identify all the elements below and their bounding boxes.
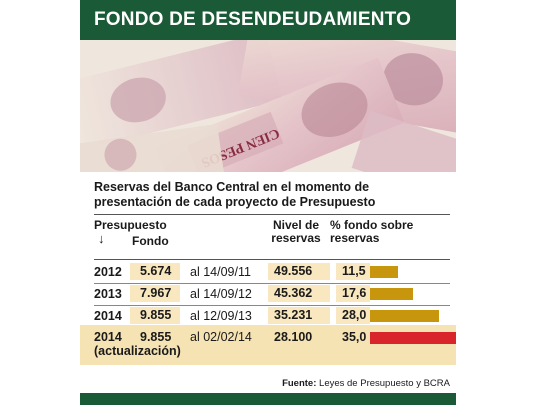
pct-bar-update bbox=[370, 332, 456, 344]
page-title: FONDO DE DESENDEUDAMIENTO bbox=[94, 9, 412, 30]
source-label: Fuente: bbox=[282, 378, 317, 389]
title-bar: FONDO DE DESENDEUDAMIENTO bbox=[80, 0, 456, 40]
bottom-bar bbox=[80, 393, 456, 405]
pct-bar bbox=[370, 266, 399, 278]
update-fondo: 9.855 bbox=[140, 330, 172, 344]
row-pct: 17,6 bbox=[336, 285, 370, 302]
row-divider bbox=[94, 305, 450, 306]
pct-bar bbox=[370, 288, 414, 300]
row-fondo: 9.855 bbox=[130, 307, 180, 324]
row-pct: 11,5 bbox=[336, 263, 370, 280]
header-presupuesto: Presupuesto bbox=[94, 218, 167, 232]
row-pct: 28,0 bbox=[336, 307, 370, 324]
banknotes-illustration: CIEN PESOS bbox=[80, 40, 456, 172]
source-note: Fuente: Leyes de Presupuesto y BCRA bbox=[80, 378, 450, 389]
row-date: al 14/09/11 bbox=[190, 265, 251, 279]
header-pct-fondo: % fondo sobre reservas bbox=[330, 218, 414, 245]
row-fondo: 5.674 bbox=[130, 263, 180, 280]
row-nivel: 35.231 bbox=[268, 307, 330, 324]
row-date: al 12/09/13 bbox=[190, 309, 252, 323]
row-year: 2013 bbox=[94, 287, 122, 301]
row-year: 2014 bbox=[94, 309, 122, 323]
row-date: al 14/09/12 bbox=[190, 287, 252, 301]
table-row: 2014 9.855 al 12/09/13 35.231 28,0 bbox=[94, 306, 450, 326]
row-year: 2012 bbox=[94, 265, 122, 279]
pct-bar bbox=[370, 310, 439, 322]
source-text: Leyes de Presupuesto y BCRA bbox=[319, 378, 450, 389]
top-divider bbox=[94, 214, 450, 215]
row-divider bbox=[94, 283, 450, 284]
banknotes-photo: CIEN PESOS bbox=[80, 40, 456, 172]
update-row: 2014 (actualización) 9.855 al 02/02/14 2… bbox=[80, 325, 456, 365]
table-row: 2012 5.674 al 14/09/11 49.556 11,5 bbox=[94, 262, 450, 282]
table-row: 2013 7.967 al 14/09/12 45.362 17,6 bbox=[94, 284, 450, 304]
header-nivel-reservas: Nivel de reservas bbox=[271, 218, 321, 245]
update-year-note: (actualización) bbox=[94, 344, 181, 358]
header-divider bbox=[94, 259, 450, 260]
down-arrow-icon: ↓ bbox=[98, 231, 105, 246]
row-nivel: 45.362 bbox=[268, 285, 330, 302]
infographic-card: FONDO DE DESENDEUDAMIENTO bbox=[80, 0, 456, 405]
update-nivel: 28.100 bbox=[274, 330, 313, 344]
header-fondo: Fondo bbox=[132, 234, 169, 248]
update-date: al 02/02/14 bbox=[190, 330, 252, 344]
update-year: 2014 (actualización) bbox=[94, 330, 181, 358]
update-pct: 35,0 bbox=[342, 330, 367, 344]
update-year-value: 2014 bbox=[94, 330, 122, 344]
chart-subtitle: Reservas del Banco Central en el momento… bbox=[94, 180, 376, 209]
row-fondo: 7.967 bbox=[130, 285, 180, 302]
row-nivel: 49.556 bbox=[268, 263, 330, 280]
